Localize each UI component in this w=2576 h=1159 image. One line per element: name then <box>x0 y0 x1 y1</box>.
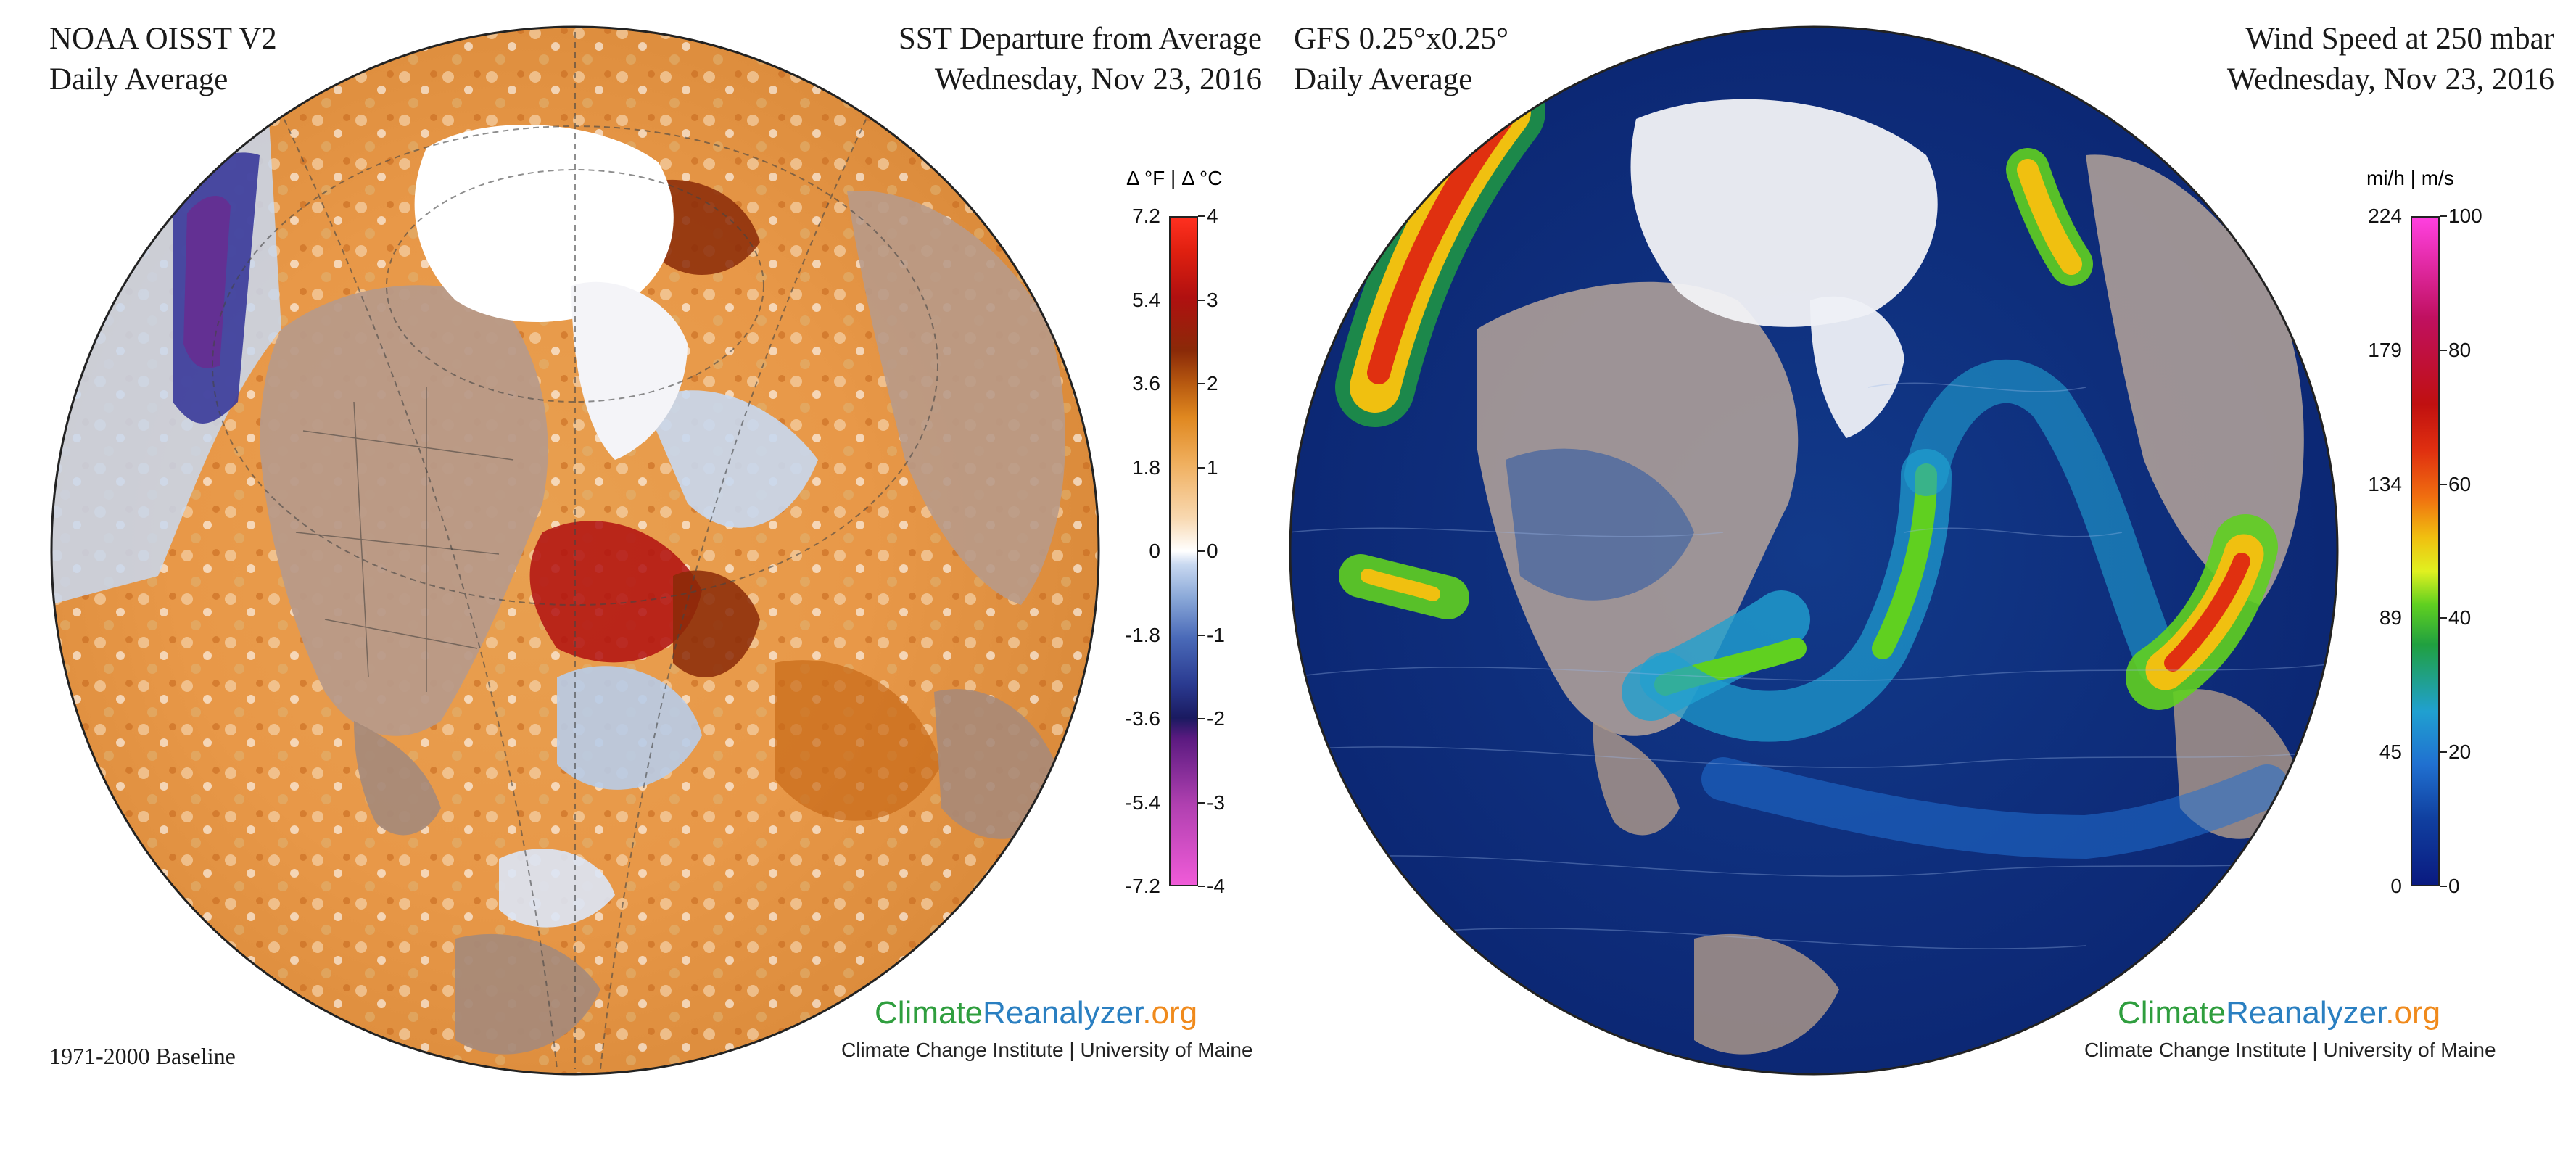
sst-tick-mark <box>1198 801 1205 804</box>
wind-averaging: Daily Average <box>1294 62 1473 96</box>
wind-tick-mark <box>2440 215 2447 217</box>
wind-tick-right: 60 <box>2448 472 2472 495</box>
wind-tick-right: 100 <box>2448 205 2482 227</box>
sst-colorbar <box>1169 216 1198 886</box>
wind-title-right: Wind Speed at 250 mbar Wednesday, Nov 23… <box>2227 19 2554 100</box>
wind-tick-mark <box>2440 483 2447 485</box>
wind-date: Wednesday, Nov 23, 2016 <box>2226 62 2554 96</box>
wind-colorbar <box>2411 216 2440 886</box>
sst-tick-mark <box>1198 886 1205 887</box>
sst-tick-right: 4 <box>1207 205 1218 227</box>
wind-tick-right: 20 <box>2448 741 2472 764</box>
sst-tick-right: -2 <box>1207 707 1225 730</box>
wind-tick-left: 134 <box>2368 472 2402 495</box>
wind-variable-title: Wind Speed at 250 mbar <box>2245 22 2554 56</box>
wind-tick-right: 0 <box>2448 875 2460 897</box>
wind-model-name: GFS 0.25°x0.25° <box>1294 22 1509 56</box>
sst-tick-left: 5.4 <box>1132 288 1160 311</box>
sst-tick-right: -1 <box>1207 623 1225 646</box>
sst-tick-mark <box>1198 383 1205 384</box>
sst-tick-left: -1.8 <box>1125 623 1160 646</box>
wind-panel: GFS 0.25°x0.25° Daily Average Wind Speed… <box>1288 0 2576 1159</box>
sst-tick-right: -3 <box>1207 791 1225 814</box>
sst-legend-units: Δ °F | Δ °C <box>1126 167 1223 189</box>
sst-tick-left: 0 <box>1149 540 1160 562</box>
sst-globe <box>50 25 1100 1076</box>
sst-brand-part2: Reanalyzer <box>983 995 1143 1031</box>
wind-brand-part1: Climate <box>2118 995 2226 1031</box>
wind-tick-left: 224 <box>2368 205 2402 227</box>
sst-tick-mark <box>1198 466 1205 469</box>
sst-dataset-name: NOAA OISST V2 <box>49 22 277 56</box>
sst-variable-title: SST Departure from Average <box>898 22 1262 56</box>
sst-baseline: 1971-2000 Baseline <box>49 1043 236 1069</box>
wind-tick-mark <box>2440 349 2447 351</box>
wind-brand-part2: Reanalyzer <box>2226 995 2386 1031</box>
sst-brand-logo: ClimateReanalyzer.org <box>875 995 1197 1031</box>
sst-tick-right: 1 <box>1207 455 1218 479</box>
sst-tick-mark <box>1198 550 1205 552</box>
sst-brand-part1: Climate <box>875 995 983 1031</box>
sst-tick-right: 0 <box>1207 540 1218 562</box>
sst-tick-right: 2 <box>1207 372 1218 395</box>
sst-tick-mark <box>1198 718 1205 719</box>
wind-legend-units: mi/h | m/s <box>2366 167 2454 189</box>
sst-brand-part3: .org <box>1142 995 1198 1031</box>
sst-tick-left: 3.6 <box>1132 372 1160 395</box>
wind-tick-left: 89 <box>2379 606 2402 630</box>
sst-averaging: Daily Average <box>49 62 228 96</box>
wind-brand-logo: ClimateReanalyzer.org <box>2118 995 2440 1031</box>
wind-tick-right: 80 <box>2448 338 2472 361</box>
sst-date: Wednesday, Nov 23, 2016 <box>934 62 1262 96</box>
sst-tick-left: -3.6 <box>1125 707 1160 730</box>
wind-tick-mark <box>2440 751 2447 754</box>
wind-tick-left: 45 <box>2379 741 2402 764</box>
wind-tick-left: 0 <box>2390 875 2402 897</box>
sst-tick-mark <box>1198 299 1205 301</box>
sst-tick-mark <box>1198 634 1205 636</box>
sst-tick-mark <box>1198 215 1205 217</box>
wind-institution: Climate Change Institute | University of… <box>2084 1039 2496 1061</box>
sst-title-left: NOAA OISST V2 Daily Average <box>49 19 277 100</box>
sst-tick-left: 7.2 <box>1132 205 1160 227</box>
wind-tick-mark <box>2440 886 2447 887</box>
sst-tick-left: -7.2 <box>1125 875 1160 897</box>
wind-tick-mark <box>2440 617 2447 619</box>
wind-tick-right: 40 <box>2448 606 2472 630</box>
sst-tick-left: 1.8 <box>1132 455 1160 479</box>
wind-title-left: GFS 0.25°x0.25° Daily Average <box>1294 19 1508 100</box>
sst-title-right: SST Departure from Average Wednesday, No… <box>899 19 1262 100</box>
sst-panel: NOAA OISST V2 Daily Average SST Departur… <box>49 19 1262 1076</box>
sst-tick-right: 3 <box>1207 288 1218 311</box>
sst-institution: Climate Change Institute | University of… <box>841 1039 1253 1061</box>
wind-tick-left: 179 <box>2368 338 2402 361</box>
wind-brand-part3: .org <box>2385 995 2441 1031</box>
sst-tick-right: -4 <box>1207 875 1225 897</box>
sst-tick-left: -5.4 <box>1125 791 1160 814</box>
wind-globe <box>1289 25 2339 1076</box>
